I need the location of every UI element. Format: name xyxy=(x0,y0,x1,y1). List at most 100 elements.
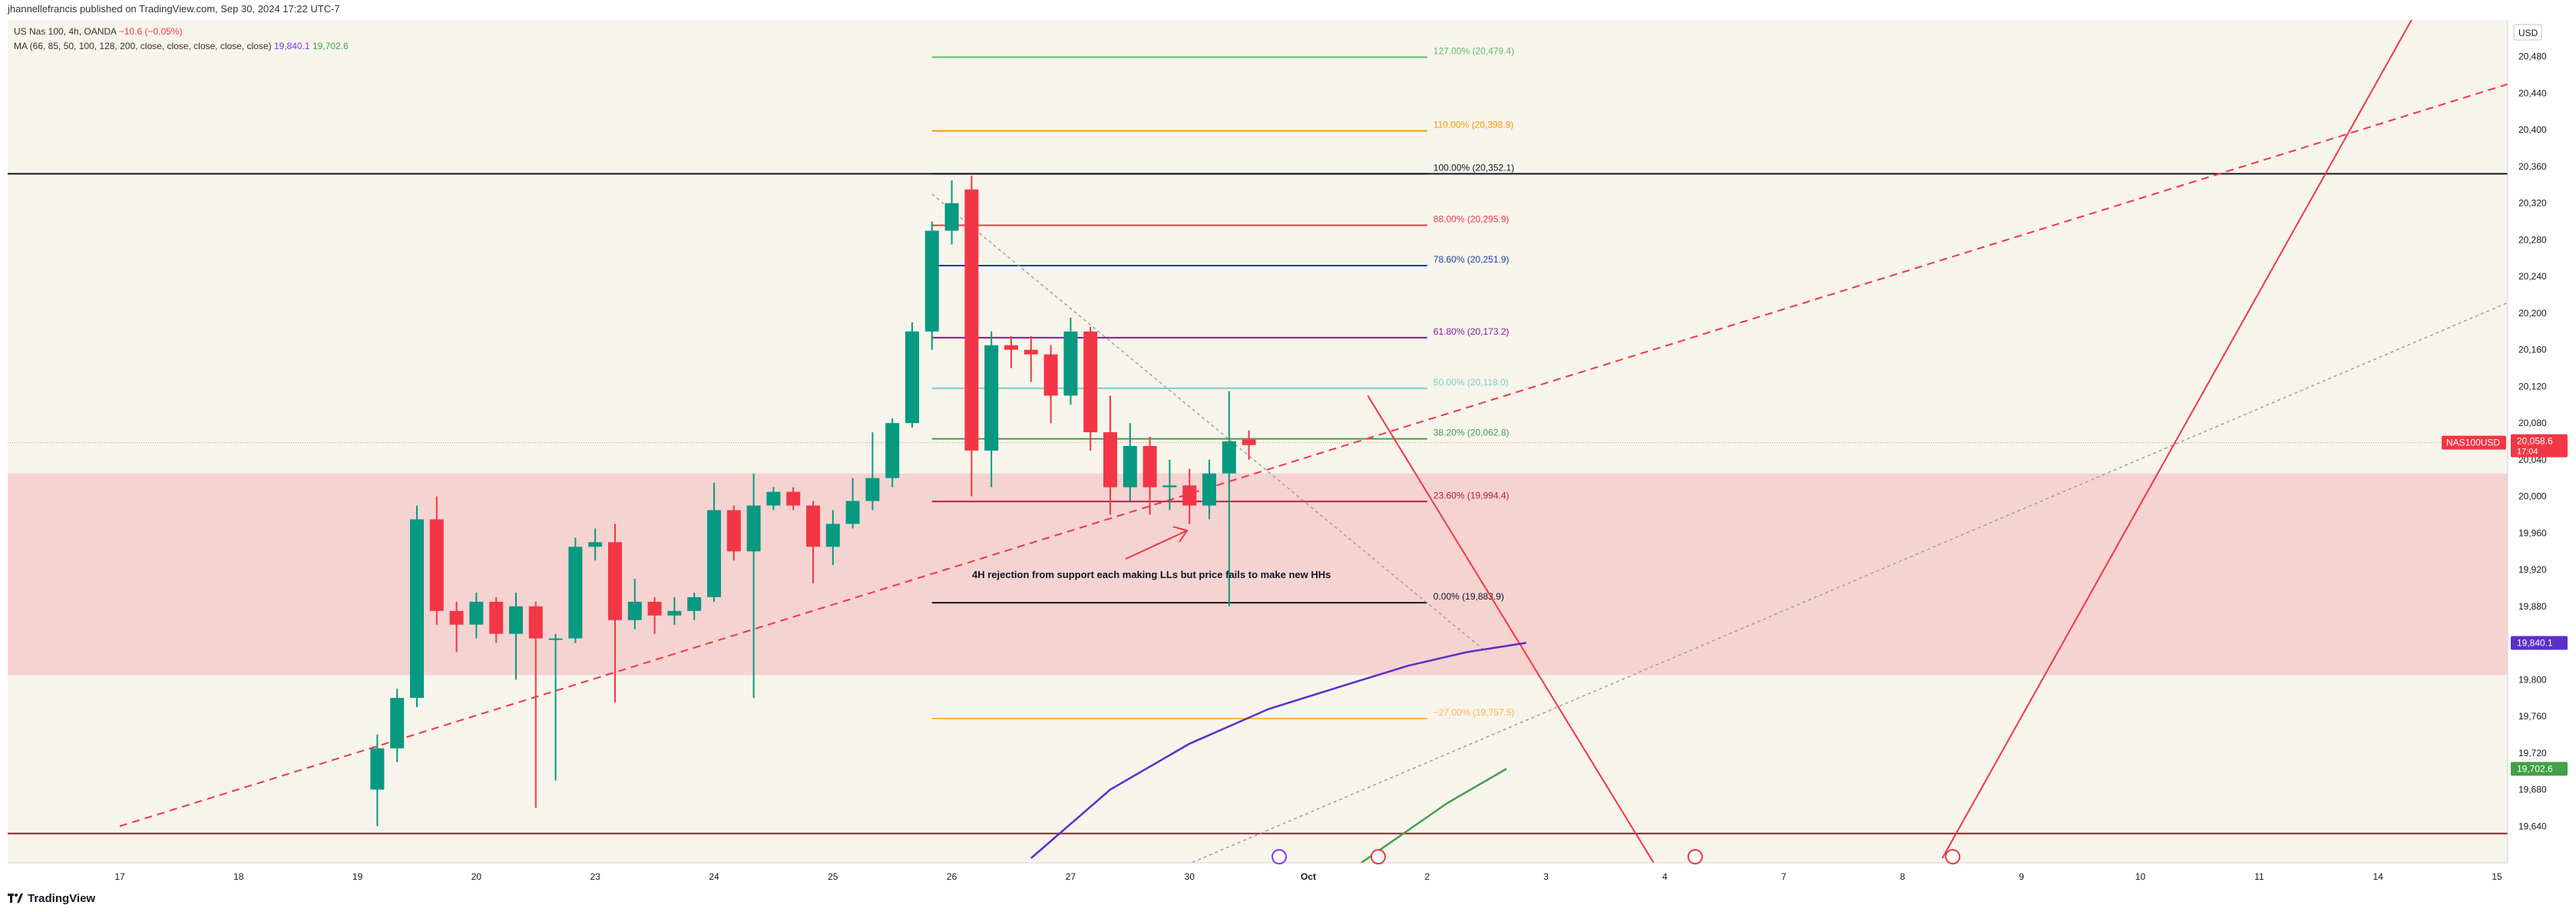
symbol-legend-row: US Nas 100, 4h, OANDA −10.6 (−0.05%) xyxy=(14,25,349,39)
fib-level-label-0: 127.00% (20,479.4) xyxy=(1433,45,1514,56)
candle-body-40 xyxy=(1162,485,1177,487)
candle-body-14 xyxy=(647,601,662,616)
ma-price-tag-text-4: 19,702.6 xyxy=(2517,764,2553,775)
last-price-tag-time: 17:04 xyxy=(2517,448,2538,457)
ma-price-tag-text-3: 19,840.1 xyxy=(2517,637,2553,648)
fib-level-label-6: 50.00% (20,118.0) xyxy=(1433,377,1509,388)
candle-body-34 xyxy=(1043,354,1058,396)
candle-body-22 xyxy=(806,505,820,547)
candle-body-10 xyxy=(568,547,583,639)
x-tick-label-16: 9 xyxy=(2019,871,2024,882)
candle-body-42 xyxy=(1202,473,1216,506)
chart-legend: US Nas 100, 4h, OANDA −10.6 (−0.05%) MA … xyxy=(14,25,349,54)
candle-body-38 xyxy=(1123,445,1137,487)
trendline-1 xyxy=(1189,302,2508,863)
candlestick-chart[interactable]: 127.00% (20,479.4)110.00% (20,398.9)100.… xyxy=(8,20,2569,887)
y-tick-label-14: 19,920 xyxy=(2518,564,2547,575)
x-tick-label-1: 18 xyxy=(233,871,244,882)
publisher-line: jhannellefrancis published on TradingVie… xyxy=(8,3,340,15)
currency-box xyxy=(2513,24,2542,41)
x-tick-label-8: 27 xyxy=(1066,871,1076,882)
candle-body-29 xyxy=(944,203,959,231)
price-change: −10.6 (−0.05%) xyxy=(118,26,183,37)
event-marker-0 xyxy=(1271,849,1287,864)
candle-body-23 xyxy=(825,524,840,547)
x-tick-label-13: 4 xyxy=(1662,871,1668,882)
candle-body-12 xyxy=(608,542,622,620)
time-axis-background xyxy=(8,863,2508,887)
y-tick-label-4: 20,320 xyxy=(2518,198,2547,209)
candle-body-44 xyxy=(1242,439,1256,445)
y-tick-label-8: 20,160 xyxy=(2518,345,2547,355)
fib-level-label-7: 38.20% (20,062.8) xyxy=(1433,428,1510,438)
candle-body-41 xyxy=(1182,485,1197,506)
candle-body-16 xyxy=(687,596,702,611)
last-price-tag-value: 20,058.6 xyxy=(2517,436,2553,447)
fib-level-label-9: 0.00% (19,883.9) xyxy=(1433,591,1504,602)
ma-parameters: MA (66, 85, 50, 100, 128, 200, close, cl… xyxy=(14,41,272,51)
x-tick-label-18: 11 xyxy=(2254,871,2264,882)
tradingview-logo-icon xyxy=(8,893,23,905)
candle-body-33 xyxy=(1023,349,1038,355)
symbol-price-tag xyxy=(2442,435,2506,450)
trendline-3 xyxy=(1367,395,1655,863)
y-tick-label-5: 20,280 xyxy=(2518,234,2547,245)
event-marker-3 xyxy=(1945,849,1961,864)
candle-body-32 xyxy=(1004,345,1018,350)
x-tick-label-12: 3 xyxy=(1543,871,1549,882)
candle-body-9 xyxy=(548,638,563,640)
fib-level-label-8: 23.60% (19,994.4) xyxy=(1433,490,1510,501)
y-tick-label-7: 20,200 xyxy=(2518,308,2547,319)
x-tick-label-6: 25 xyxy=(828,871,838,882)
event-marker-1 xyxy=(1371,849,1386,864)
y-tick-label-18: 19,760 xyxy=(2518,711,2547,722)
x-tick-label-9: 30 xyxy=(1185,871,1195,882)
candle-body-11 xyxy=(588,542,603,547)
candle-body-25 xyxy=(865,477,880,501)
chart-area[interactable]: 127.00% (20,479.4) 110.00% (20,398.9) 100.… xyxy=(8,20,2569,887)
y-tick-label-15: 19,880 xyxy=(2518,601,2547,612)
trendline-0 xyxy=(119,83,2508,828)
candle-body-36 xyxy=(1083,331,1098,433)
candle-body-0 xyxy=(370,748,385,790)
x-tick-label-15: 8 xyxy=(1900,871,1906,882)
y-tick-label-13: 19,960 xyxy=(2518,527,2547,538)
candle-body-7 xyxy=(509,606,523,634)
ma-value-2: 19,702.6 xyxy=(312,41,349,51)
event-marker-2 xyxy=(1687,849,1703,864)
candle-body-30 xyxy=(964,189,979,451)
x-tick-label-20: 15 xyxy=(2492,871,2502,882)
x-tick-label-14: 7 xyxy=(1781,871,1787,882)
candle-body-39 xyxy=(1143,445,1157,487)
x-tick-label-10: Oct xyxy=(1301,871,1316,882)
y-tick-label-2: 20,400 xyxy=(2518,124,2547,135)
candle-body-6 xyxy=(489,601,504,634)
annotation-arrowhead xyxy=(1172,526,1189,543)
candle-body-5 xyxy=(469,601,484,625)
y-tick-label-17: 19,800 xyxy=(2518,674,2547,685)
ma-price-tag-4 xyxy=(2511,762,2568,776)
tradingview-logo-text: TradingView xyxy=(28,892,96,905)
y-tick-label-9: 20,120 xyxy=(2518,381,2547,392)
y-tick-label-19: 19,720 xyxy=(2518,748,2547,758)
y-tick-label-3: 20,360 xyxy=(2518,161,2547,172)
annotation-arrow xyxy=(1125,530,1186,560)
candle-body-35 xyxy=(1063,331,1078,396)
footer: TradingView xyxy=(8,892,95,905)
candle-body-13 xyxy=(627,601,642,620)
fib-level-label-2: 100.00% (20,352.1) xyxy=(1433,162,1514,173)
candle-body-1 xyxy=(390,698,405,748)
candle-body-37 xyxy=(1103,432,1117,487)
trendline-4 xyxy=(1941,20,2412,859)
x-tick-label-2: 19 xyxy=(352,871,363,882)
x-tick-label-11: 2 xyxy=(1424,871,1430,882)
last-price-tag xyxy=(2511,434,2568,458)
x-tick-label-7: 26 xyxy=(947,871,957,882)
candle-body-24 xyxy=(845,501,860,524)
y-tick-label-10: 20,080 xyxy=(2518,418,2547,428)
y-tick-label-21: 19,640 xyxy=(2518,821,2547,831)
candle-body-15 xyxy=(667,610,682,616)
fib-level-label-4: 78.60% (20,251.9) xyxy=(1433,254,1510,265)
moving-average-0 xyxy=(1030,642,1526,859)
candle-body-8 xyxy=(528,606,543,639)
